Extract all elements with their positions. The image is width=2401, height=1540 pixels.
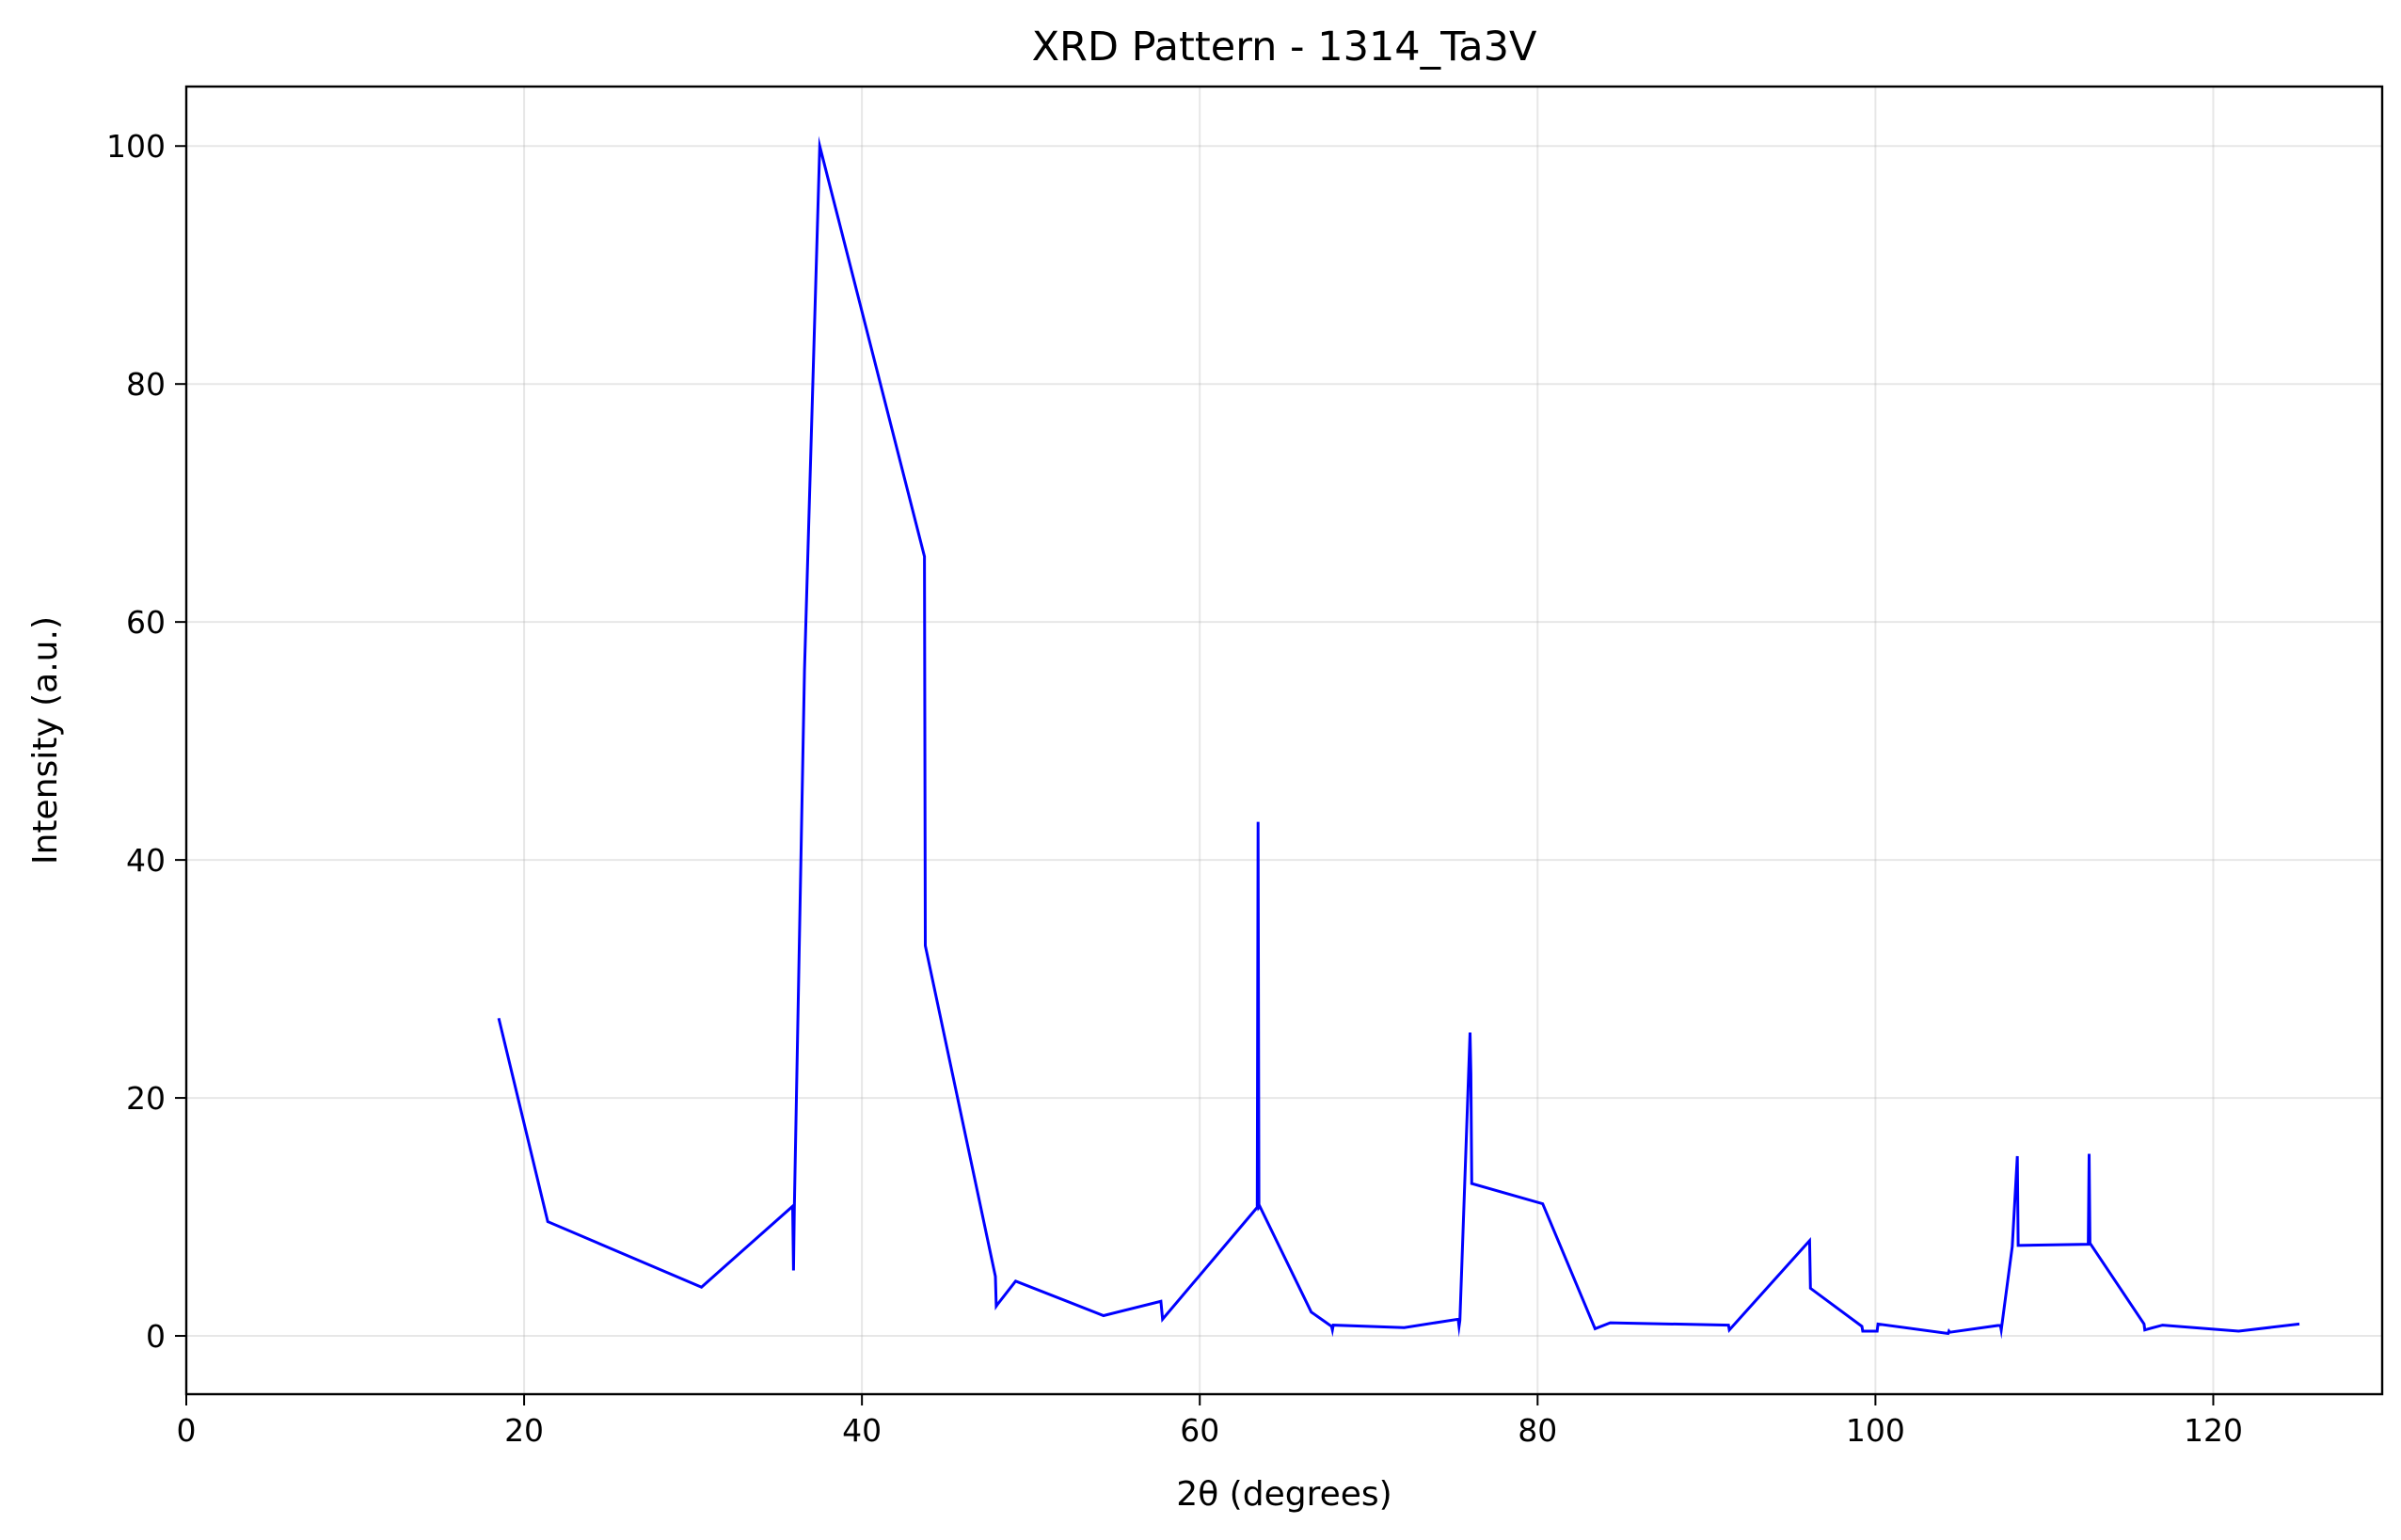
y-tick-label: 20	[126, 1080, 166, 1117]
x-tick-label: 40	[842, 1412, 882, 1449]
chart-title: XRD Pattern - 1314_Ta3V	[1032, 24, 1537, 71]
x-tick-label: 60	[1180, 1412, 1219, 1449]
x-tick-label: 20	[504, 1412, 544, 1449]
axes-frame	[184, 85, 2384, 1396]
y-tick-label: 60	[126, 604, 166, 641]
y-axis-title: Intensity (a.u.)	[26, 616, 65, 865]
y-tick-label: 80	[126, 366, 166, 403]
xrd-intensity-line	[497, 135, 2300, 1340]
x-tick-label: 120	[2184, 1412, 2243, 1449]
y-tick-label: 40	[126, 842, 166, 879]
plot-area	[497, 135, 2300, 1340]
y-tick-label: 100	[106, 128, 166, 165]
x-axis-title: 2θ (degrees)	[1176, 1475, 1391, 1514]
y-tick-label: 0	[146, 1318, 166, 1355]
x-axis: 0 20 40 60 80 100 120	[177, 1394, 2243, 1449]
x-tick-label: 80	[1518, 1412, 1557, 1449]
x-tick-label: 100	[1846, 1412, 1905, 1449]
grid-lines	[185, 87, 2382, 1394]
y-axis: 0 20 40 60 80 100	[106, 128, 186, 1355]
x-tick-label: 0	[177, 1412, 197, 1449]
